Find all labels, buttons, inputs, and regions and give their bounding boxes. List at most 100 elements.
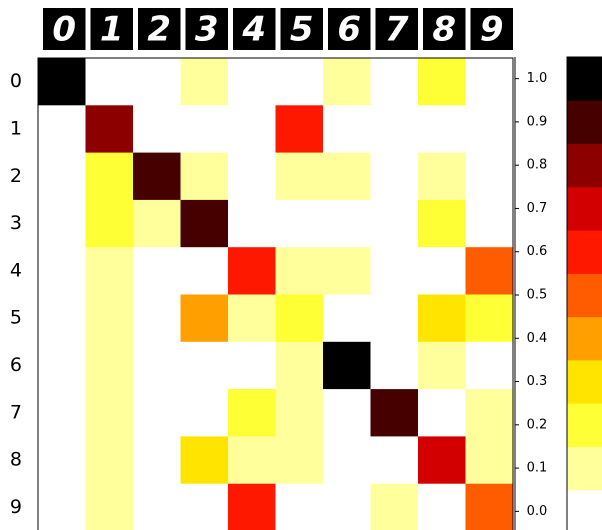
column-label: 2 bbox=[147, 10, 171, 50]
colorbar-segment bbox=[567, 316, 602, 361]
heatmap-cell bbox=[370, 58, 419, 106]
row-label: 7 bbox=[10, 401, 22, 423]
colorbar-frame bbox=[566, 56, 602, 530]
colorbar-segment bbox=[567, 186, 602, 231]
row-label: 6 bbox=[10, 354, 22, 376]
heatmap-cell bbox=[418, 58, 466, 106]
heatmap-cell bbox=[370, 294, 419, 343]
heatmap-cell bbox=[323, 294, 371, 343]
heatmap-cell bbox=[323, 58, 371, 106]
heatmap-cell bbox=[228, 247, 276, 295]
heatmap-cell bbox=[418, 483, 466, 530]
heatmap-cell bbox=[133, 436, 181, 485]
heatmap-cell bbox=[465, 247, 514, 295]
heatmap-cell bbox=[85, 483, 134, 530]
column-label: 4 bbox=[241, 10, 266, 50]
heatmap-cell bbox=[418, 341, 466, 390]
colorbar-segment bbox=[567, 230, 602, 274]
column-label: 8 bbox=[432, 10, 456, 50]
colorbar-segment bbox=[567, 489, 602, 530]
heatmap-cell bbox=[228, 341, 276, 390]
heatmap-cell bbox=[370, 247, 419, 295]
colorbar-tick-label: 0.7 bbox=[527, 201, 548, 216]
colorbar-segment bbox=[567, 403, 602, 447]
heatmap-cell bbox=[180, 58, 229, 106]
heatmap-cell bbox=[465, 294, 514, 343]
row-label: 8 bbox=[10, 449, 22, 471]
heatmap-cell bbox=[323, 105, 371, 154]
heatmap-cell bbox=[38, 152, 86, 201]
heatmap-cell bbox=[323, 341, 371, 390]
heatmap-cell bbox=[465, 152, 514, 201]
heatmap-cell bbox=[418, 436, 466, 485]
heatmap-cell bbox=[85, 436, 134, 485]
row-label: 2 bbox=[10, 165, 22, 187]
colorbar-tick-label: 0.8 bbox=[527, 158, 548, 173]
column-image bbox=[470, 8, 513, 50]
heatmap-cell bbox=[133, 247, 181, 295]
heatmap-cell bbox=[228, 58, 276, 106]
heatmap-cell bbox=[180, 483, 229, 530]
heatmap-cell bbox=[180, 294, 229, 343]
heatmap-cell bbox=[465, 105, 514, 154]
heatmap-cell bbox=[418, 152, 466, 201]
heatmap-cell bbox=[228, 389, 276, 437]
column-label: 3 bbox=[195, 10, 219, 50]
heatmap-cell bbox=[228, 483, 276, 530]
heatmap-cell bbox=[180, 247, 229, 295]
heatmap-cell bbox=[228, 294, 276, 343]
colorbar-segment bbox=[567, 446, 602, 491]
heatmap-cell bbox=[370, 199, 419, 248]
column-label: 5 bbox=[290, 10, 314, 50]
heatmap-cell bbox=[228, 105, 276, 154]
heatmap-cell bbox=[323, 483, 371, 530]
colorbar-tick-label: 0.6 bbox=[527, 244, 548, 259]
row-label: 0 bbox=[10, 70, 22, 92]
column-label: 6 bbox=[337, 10, 361, 50]
heatmap-cell bbox=[180, 389, 229, 437]
colorbar-tick-label: 0.1 bbox=[527, 461, 548, 476]
row-label: 4 bbox=[10, 259, 22, 281]
heatmap-cell bbox=[370, 105, 419, 154]
heatmap-cell bbox=[465, 199, 514, 248]
heatmap-cell bbox=[85, 152, 134, 201]
heatmap-cell bbox=[275, 436, 324, 485]
heatmap-cell bbox=[275, 199, 324, 248]
heatmap-cell bbox=[85, 247, 134, 295]
row-label: 5 bbox=[10, 307, 22, 329]
heatmap-cell bbox=[228, 436, 276, 485]
row-label: 3 bbox=[10, 212, 22, 234]
heatmap-cell bbox=[38, 247, 86, 295]
heatmap-cell bbox=[38, 105, 86, 154]
column-label: 9 bbox=[480, 10, 504, 50]
colorbar-tick-label: 0.3 bbox=[527, 374, 548, 389]
column-image bbox=[185, 8, 228, 50]
heatmap-cell bbox=[275, 294, 324, 343]
heatmap-cell bbox=[133, 389, 181, 437]
heatmap-cell bbox=[418, 247, 466, 295]
row-label: 1 bbox=[10, 117, 22, 139]
colorbar-tick-label: 0.2 bbox=[527, 417, 548, 432]
heatmap-cell bbox=[370, 389, 419, 437]
column-image bbox=[328, 8, 371, 50]
heatmap-cell bbox=[323, 389, 371, 437]
heatmap-cell bbox=[465, 389, 514, 437]
heatmap-cell bbox=[370, 152, 419, 201]
heatmap-cell bbox=[38, 389, 86, 437]
heatmap-cell bbox=[465, 341, 514, 390]
colorbar-segment bbox=[567, 57, 602, 101]
heatmap-frame bbox=[37, 57, 514, 530]
colorbar-tick-label: 0.0 bbox=[527, 504, 548, 519]
heatmap-cell bbox=[133, 294, 181, 343]
heatmap-cell bbox=[323, 247, 371, 295]
heatmap-cell bbox=[275, 152, 324, 201]
heatmap-cell bbox=[133, 152, 181, 201]
colorbar-tick-label: 0.5 bbox=[527, 288, 548, 303]
heatmap-cell bbox=[180, 105, 229, 154]
heatmap-cell bbox=[180, 436, 229, 485]
heatmap-cell bbox=[275, 105, 324, 154]
column-label: 0 bbox=[52, 10, 76, 50]
column-label: 1 bbox=[100, 10, 124, 50]
column-image bbox=[43, 8, 86, 50]
